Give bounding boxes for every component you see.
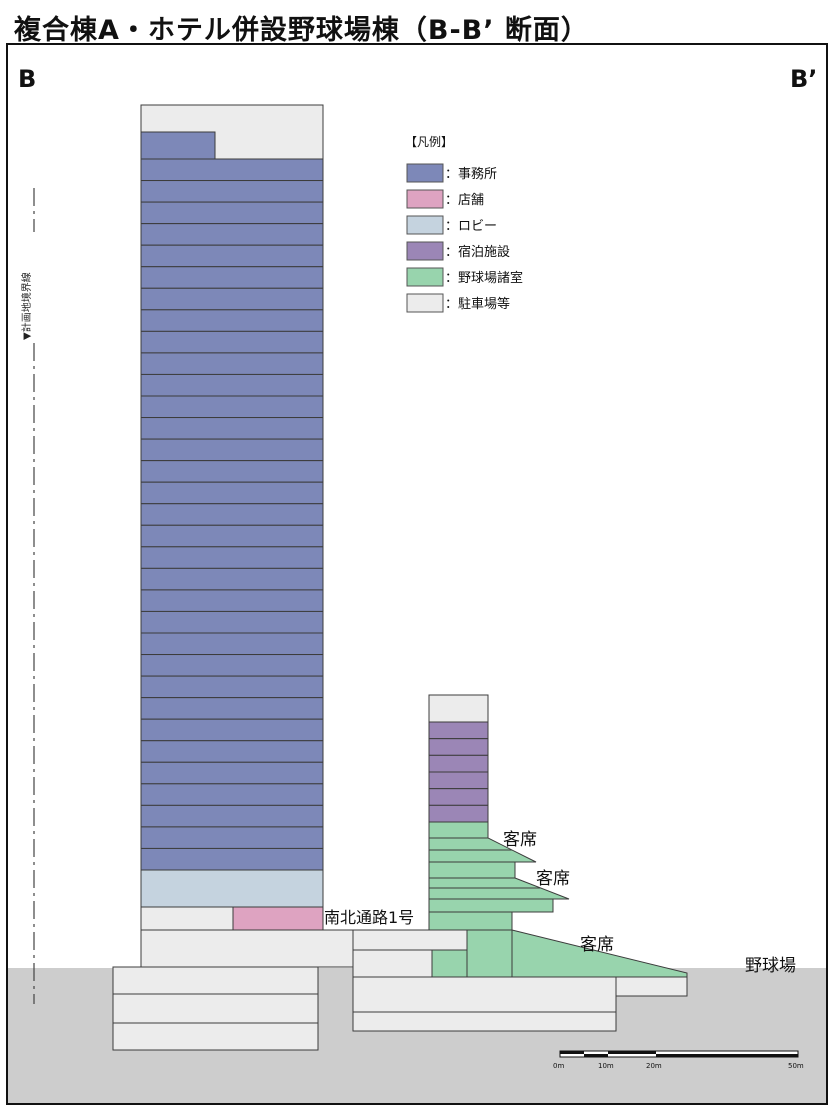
office-floor xyxy=(140,524,324,548)
office-floor xyxy=(140,697,324,720)
legend-swatch xyxy=(406,293,444,313)
basement-right-1 xyxy=(352,976,617,1013)
seat-label-2: 客席 xyxy=(536,869,570,889)
hotel-floor xyxy=(428,721,489,740)
scale-tick-0: 0m xyxy=(553,1062,564,1070)
basement-right-2 xyxy=(352,1011,617,1032)
ground-parking xyxy=(140,906,234,931)
office-floor xyxy=(140,503,324,526)
legend-label: ：宿泊施設 xyxy=(445,244,510,260)
tower-a xyxy=(112,104,354,1051)
office-floor xyxy=(140,740,324,763)
legend-label: ：ロビー xyxy=(445,219,497,234)
seat-level-room xyxy=(428,911,513,932)
office-floor xyxy=(140,201,324,225)
hotel-floor xyxy=(428,738,489,756)
hotel-ballpark-building xyxy=(352,694,688,1032)
office-floor xyxy=(140,826,324,849)
hotel-floor xyxy=(428,754,489,773)
office-floor xyxy=(140,438,324,462)
boundary-line-label: ▼計画地境界線 xyxy=(20,272,33,340)
office-floor xyxy=(140,654,324,677)
legend-swatch xyxy=(406,189,444,209)
office-floors xyxy=(140,158,324,871)
office-floor xyxy=(140,417,324,440)
hotel-roof xyxy=(428,694,489,723)
scale-tick-20: 20m xyxy=(646,1062,662,1070)
legend-label: ：店舗 xyxy=(445,193,484,208)
hotel-floor xyxy=(428,788,489,806)
office-floor xyxy=(140,481,324,505)
legend-label: ：野球場諸室 xyxy=(445,270,523,286)
office-floor xyxy=(140,266,324,289)
scale-bar: 0m 10m 20m 50m xyxy=(553,1050,804,1070)
legend-swatch xyxy=(406,215,444,235)
office-floor xyxy=(140,847,324,871)
scale-tick-50: 50m xyxy=(788,1062,804,1070)
office-floor xyxy=(140,180,324,203)
office-floor xyxy=(140,352,324,375)
basement-b3 xyxy=(112,1022,319,1051)
office-floor xyxy=(140,460,324,483)
legend: 【凡例】 ：事務所 ：店舗 ：ロビー ：宿泊施設 ：野球場諸室 ：駐車場等 xyxy=(405,135,523,313)
office-floor xyxy=(140,610,324,634)
office-floor xyxy=(140,309,324,332)
passage-label: 南北通路1号 xyxy=(324,908,414,927)
office-floor xyxy=(140,287,324,311)
legend-label: ：事務所 xyxy=(445,167,497,182)
office-floor xyxy=(140,158,324,182)
legend-title: 【凡例】 xyxy=(405,135,453,149)
page-title: 複合棟A・ホテル併設野球場棟（B-B’ 断面） xyxy=(14,15,589,46)
marker-b: B xyxy=(18,65,36,93)
lower-parking xyxy=(352,949,434,978)
basement-b1 xyxy=(112,966,319,995)
office-floor xyxy=(140,783,324,806)
office-floor xyxy=(140,546,324,569)
boundary-label-bg xyxy=(26,232,42,342)
seat-label-1: 客席 xyxy=(503,830,537,850)
shop-floor xyxy=(232,906,324,931)
lobby-floor xyxy=(140,869,324,908)
office-floor xyxy=(140,632,324,656)
middle-stand xyxy=(428,861,570,900)
office-floor xyxy=(140,675,324,699)
hotel-floor xyxy=(428,804,489,823)
bridge-parking xyxy=(352,929,468,951)
office-floor xyxy=(140,223,324,246)
office-floor xyxy=(140,589,324,612)
office-floor xyxy=(140,567,324,591)
legend-swatch xyxy=(406,267,444,287)
office-floor xyxy=(140,244,324,268)
legend-swatch xyxy=(406,163,444,183)
seat-label-3: 客席 xyxy=(580,935,614,955)
office-floor xyxy=(140,804,324,828)
legend-label: ：駐車場等 xyxy=(445,296,510,312)
basement-right-edge xyxy=(615,976,688,997)
scale-tick-10: 10m xyxy=(598,1062,614,1070)
office-floor xyxy=(140,761,324,785)
hotel-floor xyxy=(428,771,489,790)
tower-base xyxy=(140,929,354,968)
concourse-floor xyxy=(428,898,554,913)
office-floor xyxy=(140,373,324,397)
marker-b-prime: B’ xyxy=(790,65,817,93)
office-floor xyxy=(140,395,324,419)
basement-b2 xyxy=(112,993,319,1024)
tower-roof-office xyxy=(140,131,216,160)
hotel-floors xyxy=(428,721,489,823)
legend-swatch xyxy=(406,241,444,261)
ballpark-label: 野球場 xyxy=(745,956,796,976)
office-floor xyxy=(140,330,324,354)
office-floor xyxy=(140,718,324,742)
